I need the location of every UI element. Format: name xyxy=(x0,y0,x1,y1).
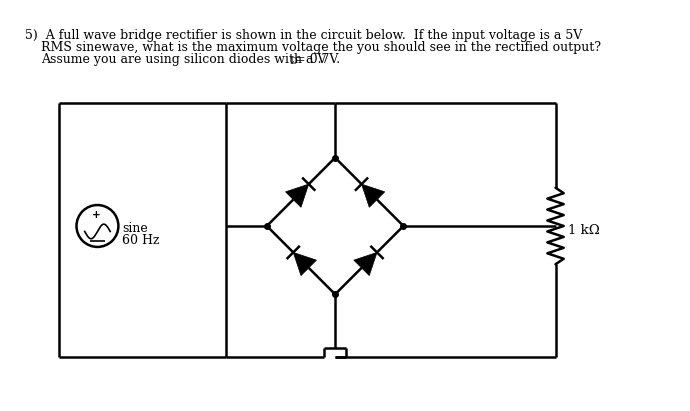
Polygon shape xyxy=(362,184,385,207)
Text: RMS sinewave, what is the maximum voltage the you should see in the rectified ou: RMS sinewave, what is the maximum voltag… xyxy=(41,41,601,54)
Text: Assume you are using silicon diodes with a V: Assume you are using silicon diodes with… xyxy=(41,53,326,66)
Text: 1 kΩ: 1 kΩ xyxy=(569,224,600,237)
Text: sine: sine xyxy=(122,222,148,236)
Text: +: + xyxy=(92,210,101,220)
Text: 5)  A full wave bridge rectifier is shown in the circuit below.  If the input vo: 5) A full wave bridge rectifier is shown… xyxy=(26,29,583,42)
Polygon shape xyxy=(286,184,308,207)
Text: = 0.7V.: = 0.7V. xyxy=(295,53,340,66)
Text: D: D xyxy=(290,57,297,66)
Polygon shape xyxy=(354,252,377,276)
Polygon shape xyxy=(293,252,317,276)
Text: 60 Hz: 60 Hz xyxy=(122,234,159,247)
